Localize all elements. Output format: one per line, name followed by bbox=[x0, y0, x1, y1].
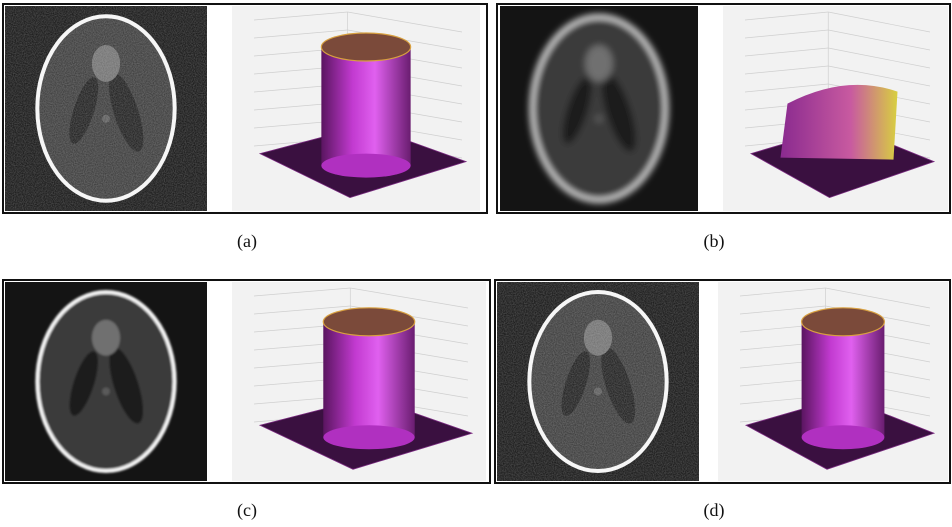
grid-line bbox=[253, 287, 351, 297]
phantom-dot bbox=[595, 114, 603, 123]
surface-bottom bbox=[321, 153, 411, 178]
noise bbox=[497, 282, 699, 481]
panel: (c) bbox=[2, 279, 491, 521]
grid-line bbox=[739, 287, 826, 297]
phantom bbox=[35, 289, 177, 474]
surface-rim bbox=[322, 307, 416, 337]
panel-frame bbox=[496, 3, 951, 214]
grid-line bbox=[825, 287, 931, 309]
grid-line bbox=[744, 83, 829, 93]
phantom-dot bbox=[102, 387, 110, 396]
grid-line bbox=[828, 65, 931, 87]
surface-cylinder bbox=[323, 321, 415, 438]
surface-bottom bbox=[801, 425, 885, 450]
surface-bottom bbox=[323, 425, 415, 450]
phantom-blob bbox=[91, 319, 121, 356]
panel-caption: (b) bbox=[704, 231, 725, 252]
grid-line bbox=[828, 29, 931, 51]
panel-frame bbox=[2, 3, 488, 214]
grid-line bbox=[828, 47, 931, 69]
grid-line bbox=[744, 29, 829, 39]
panel-frame bbox=[2, 279, 491, 484]
panel: (b) bbox=[496, 3, 951, 252]
grid-line bbox=[347, 11, 463, 33]
phantom-ventricle bbox=[562, 77, 592, 144]
grid-line bbox=[744, 65, 829, 75]
phantom-ventricle bbox=[601, 73, 636, 152]
grid-line bbox=[253, 11, 348, 21]
surface-cylinder bbox=[321, 47, 411, 166]
phantom-blob bbox=[585, 44, 613, 82]
panel-frame bbox=[494, 279, 951, 484]
grid-line bbox=[828, 11, 931, 33]
panel: (d) bbox=[494, 279, 951, 521]
grid-line bbox=[744, 47, 829, 57]
panel-caption: (d) bbox=[704, 500, 725, 521]
grid-line bbox=[744, 11, 829, 21]
grid-line bbox=[350, 287, 469, 309]
phantom-skull bbox=[529, 14, 669, 203]
phantom-ventricle bbox=[69, 351, 98, 416]
panel-caption: (a) bbox=[237, 231, 257, 252]
phantom bbox=[529, 14, 669, 203]
phantom-ventricle bbox=[109, 347, 144, 424]
grid-line bbox=[253, 305, 351, 315]
phantom-skull bbox=[35, 289, 177, 474]
grid-line bbox=[739, 305, 826, 315]
panel-caption: (c) bbox=[237, 500, 257, 521]
surface-mound bbox=[780, 84, 898, 160]
panel: (a) bbox=[2, 3, 488, 252]
surface-cylinder bbox=[801, 321, 885, 438]
surface-rim bbox=[320, 32, 412, 62]
grid-line bbox=[253, 29, 348, 39]
noise bbox=[5, 6, 207, 211]
surface-rim bbox=[800, 307, 885, 337]
